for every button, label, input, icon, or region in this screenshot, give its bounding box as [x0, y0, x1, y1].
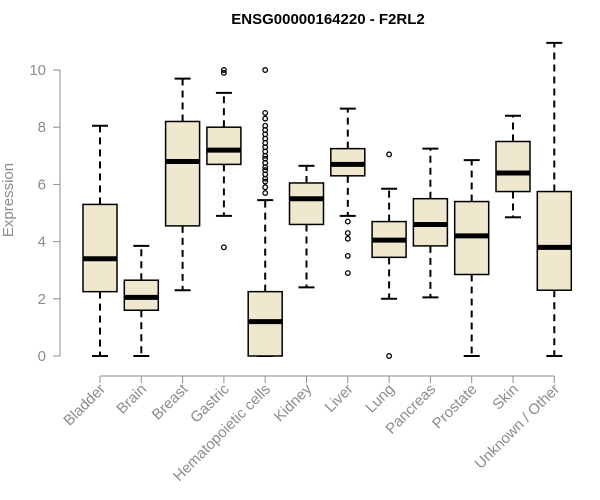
- y-tick-label: 8: [38, 119, 46, 136]
- box-iqr: [536, 190, 573, 291]
- outlier-point: [344, 218, 351, 225]
- outlier-point: [220, 244, 227, 251]
- x-tick-label: Breast: [149, 380, 192, 423]
- x-tick-label: Lung: [362, 381, 398, 417]
- outlier-point: [344, 230, 351, 236]
- outlier-point: [344, 235, 351, 242]
- box-iqr: [288, 182, 325, 226]
- outlier-point: [220, 69, 227, 76]
- box-group: [412, 147, 449, 299]
- outlier-point: [262, 184, 269, 191]
- outlier-point: [262, 109, 269, 116]
- box-group: [330, 107, 366, 277]
- y-tick-label: 2: [38, 291, 46, 308]
- plot-area: [82, 41, 573, 359]
- x-tick-label: Brain: [113, 381, 150, 418]
- outlier-point: [262, 167, 269, 174]
- x-tick-label: Prostate: [429, 381, 481, 433]
- outlier-point: [344, 252, 351, 259]
- box-group: [536, 41, 573, 357]
- outlier-point: [386, 151, 393, 158]
- x-tick-label: Skin: [489, 381, 522, 414]
- outlier-point: [220, 67, 227, 73]
- y-tick-label: 4: [38, 234, 46, 251]
- box-group: [82, 124, 118, 357]
- chart-title: ENSG00000164220 - F2RL2: [231, 11, 424, 28]
- y-axis: 0 2 4 6 8 10: [29, 62, 61, 365]
- box-iqr: [495, 140, 531, 193]
- outlier-point: [262, 190, 269, 196]
- y-tick-label: 0: [38, 348, 46, 365]
- outlier-point: [262, 122, 269, 129]
- outlier-point: [344, 270, 351, 277]
- box-iqr: [164, 120, 201, 227]
- outlier-point: [262, 178, 269, 185]
- box-group: [206, 67, 242, 251]
- outlier-point: [262, 67, 269, 73]
- box-group: [453, 159, 490, 357]
- box-group: [164, 77, 201, 292]
- box-group: [495, 114, 531, 219]
- x-tick-label: Kidney: [271, 380, 316, 425]
- box-group: [288, 164, 325, 289]
- box-group: [123, 244, 160, 357]
- box-group: [247, 67, 283, 357]
- y-axis-label: Expression: [0, 163, 17, 237]
- box-iqr: [82, 203, 118, 293]
- outlier-point: [386, 353, 393, 359]
- outlier-point: [262, 115, 269, 122]
- box-group: [371, 151, 407, 359]
- x-tick-label: Liver: [322, 381, 357, 416]
- outlier-point: [262, 155, 269, 162]
- box-iqr: [206, 126, 242, 166]
- x-tick-label: Bladder: [60, 381, 109, 430]
- y-tick-label: 10: [29, 62, 46, 79]
- y-tick-label: 6: [38, 176, 46, 193]
